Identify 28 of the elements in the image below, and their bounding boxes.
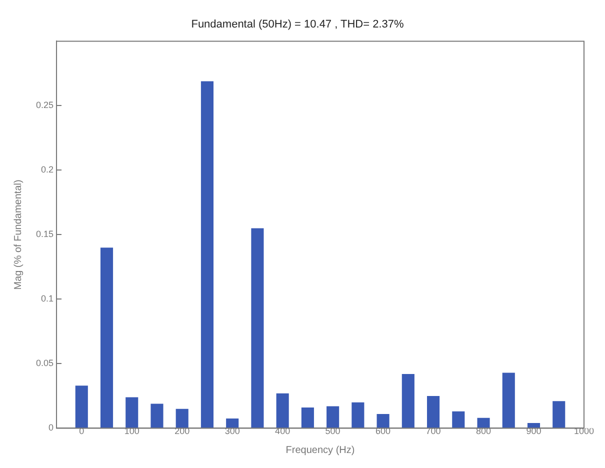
y-axis-title: Mag (% of Fundamental) [12,180,24,290]
bar [150,404,164,428]
bar [477,418,490,428]
bar [527,423,540,428]
bar [352,402,364,428]
y-tick-label: 0.05 [36,358,54,368]
y-tick-label: 0.25 [36,100,54,110]
y-tick-label: 0.2 [41,164,54,175]
bar [251,228,264,428]
bar [176,408,188,428]
bar [502,372,515,428]
bar [100,248,114,428]
bar [226,418,239,428]
bar [75,386,88,428]
x-axis-title: Frequency (Hz) [286,444,355,456]
bar [402,374,414,428]
bar [552,401,566,428]
bar [200,81,214,428]
bar [452,411,465,428]
bar [376,414,390,428]
bar [427,396,440,428]
bar [126,397,138,428]
bar [301,408,314,428]
chart-title: Fundamental (50Hz) = 10.47 , THD= 2.37% [191,18,404,31]
y-tick-label: 0.1 [41,294,54,304]
bar [276,393,289,428]
bar [326,406,340,428]
y-tick-label: 0.15 [36,229,54,240]
